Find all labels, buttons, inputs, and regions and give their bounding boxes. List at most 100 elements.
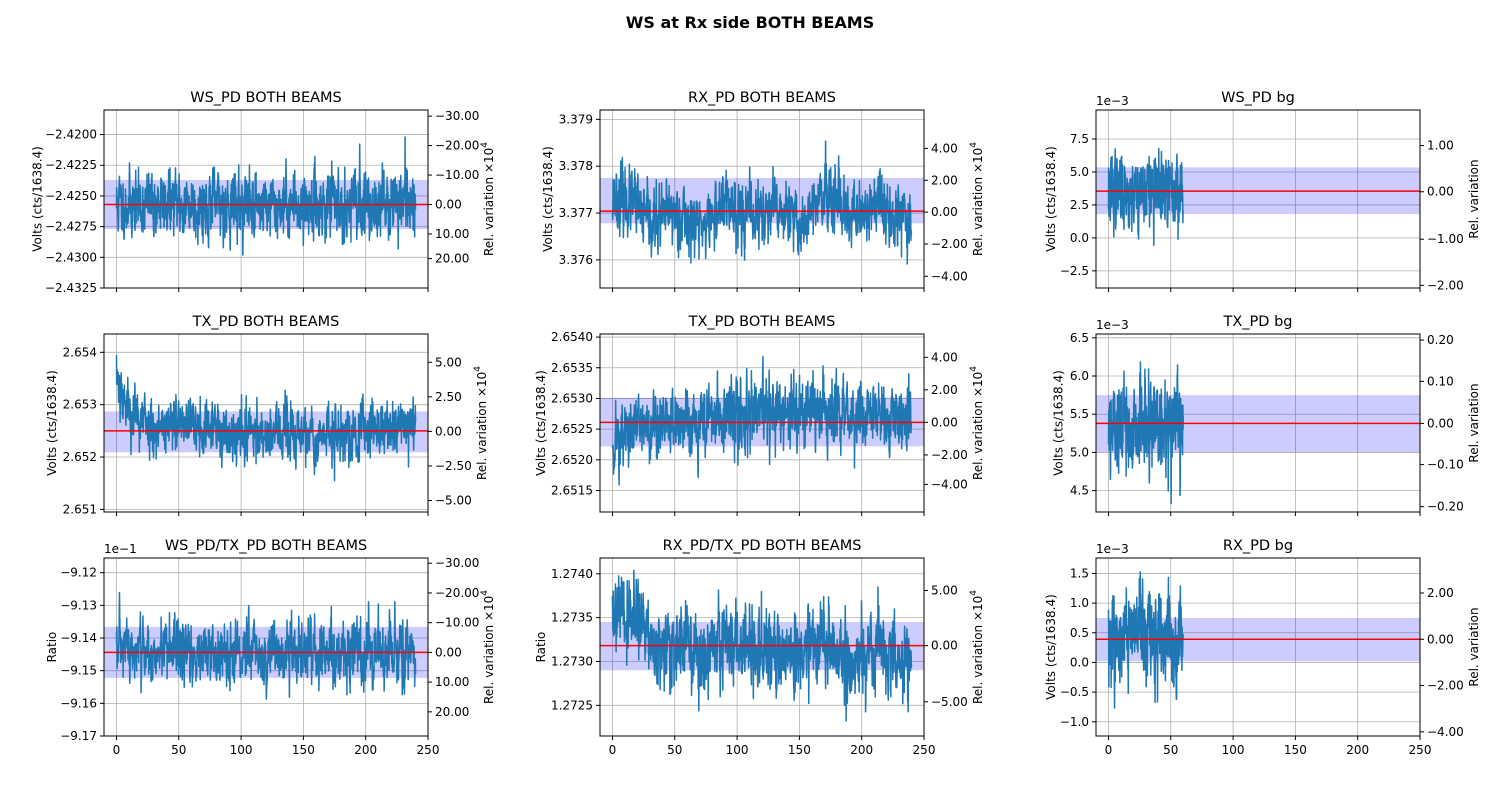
- signal-trace: [611, 140, 913, 265]
- x-tick-label: 50: [667, 743, 682, 757]
- plot-frame: [599, 109, 925, 289]
- y2-tick-label: 0.10: [1427, 374, 1454, 388]
- y-tick-label: 6.0: [1070, 369, 1089, 383]
- y2-tick-label: 5.00: [435, 355, 462, 369]
- signal-trace: [1107, 361, 1184, 505]
- y-tick-label: 5.0: [1070, 165, 1089, 179]
- y-tick-label: 1.2725: [551, 698, 593, 712]
- y-tick-label: 1.2730: [551, 654, 593, 668]
- subplot-7: 0 50 100 150 200 250 −9.17 −9.16 −9.15 −9.14 −9.13…: [45, 538, 496, 757]
- x-tick-label: 250: [1409, 743, 1432, 757]
- y2-tick-label: 0.20: [1427, 333, 1454, 347]
- subplot-3: −2.5 0.0 2.5 5.0 7.5 −2.00 −1.00 0.00 1.00 WS_PD …: [1044, 90, 1481, 292]
- subplot-1: −2.4325 −2.4300 −2.4275 −2.4250 −2.4225 −2.42…: [31, 90, 497, 295]
- y-axis-label: Volts (cts/1638.4): [541, 146, 555, 252]
- subplot-title: RX_PD/TX_PD BOTH BEAMS: [663, 538, 862, 554]
- y2-tick-label: 0.00: [1427, 632, 1454, 646]
- y2-tick-label: −5.00: [931, 695, 968, 709]
- y-tick-label: −2.4275: [45, 220, 97, 234]
- axis-scale-label: 1e−3: [1096, 542, 1129, 556]
- y-tick-label: 2.6520: [551, 453, 593, 467]
- y-tick-label: 2.6530: [551, 391, 593, 405]
- x-tick-label: 250: [417, 743, 440, 757]
- y2-axis-label-exponent: 4: [473, 366, 483, 372]
- subplot-4: 2.651 2.652 2.653 2.654 −5.00 −2.50 0.00 2.50 5.…: [45, 314, 489, 516]
- y2-tick-label: 10.00: [435, 675, 469, 689]
- y-tick-label: 6.5: [1070, 331, 1089, 345]
- x-tick-label: 150: [788, 743, 811, 757]
- y2-tick-label: −2.00: [1427, 679, 1464, 693]
- y-tick-label: −2.4325: [45, 281, 97, 295]
- signal-trace: [115, 136, 417, 256]
- y-axis-label: Ratio: [45, 632, 59, 663]
- y-tick-label: −2.4200: [45, 128, 97, 142]
- signal-trace: [611, 355, 913, 486]
- y2-tick-label: 0.00: [435, 645, 462, 659]
- x-tick-label: 200: [354, 743, 377, 757]
- y2-axis-label: Rel. variation: [1467, 159, 1481, 238]
- figure-title: WS at Rx side BOTH BEAMS: [625, 13, 875, 32]
- y-tick-label: 2.652: [63, 450, 97, 464]
- plot-frame: [1095, 557, 1421, 737]
- y-tick-label: 5.0: [1070, 445, 1089, 459]
- y-tick-label: 3.378: [559, 159, 593, 173]
- y-tick-label: 0.0: [1070, 655, 1089, 669]
- y-tick-label: 4.5: [1070, 484, 1089, 498]
- subplot-5: 2.6515 2.6520 2.6525 2.6530 2.6535 2.6540 −4.0…: [534, 314, 985, 516]
- y-tick-label: −9.16: [60, 696, 97, 710]
- signal-trace: [115, 591, 417, 700]
- subplot-title: TX_PD BOTH BEAMS: [688, 314, 836, 330]
- plot-frame: [599, 333, 925, 513]
- y2-tick-label: −2.00: [931, 448, 968, 462]
- y-tick-label: 1.2740: [551, 567, 593, 581]
- subplot-title: RX_PD BOTH BEAMS: [688, 90, 836, 106]
- y-tick-label: 0.5: [1070, 626, 1089, 640]
- y-axis-label: Volts (cts/1638.4): [45, 370, 59, 476]
- y2-axis-label: Rel. variation ×104: [473, 366, 489, 480]
- y2-tick-label: 2.00: [931, 173, 958, 187]
- y-tick-label: 1.5: [1070, 566, 1089, 580]
- y-tick-label: 3.377: [559, 206, 593, 220]
- y2-tick-label: 2.50: [435, 390, 462, 404]
- y-tick-label: −9.12: [60, 566, 97, 580]
- y2-tick-label: −4.00: [1427, 725, 1464, 739]
- y2-tick-label: 5.00: [931, 583, 958, 597]
- y2-tick-label: 0.00: [931, 205, 958, 219]
- plot-frame: [103, 333, 429, 513]
- y2-tick-label: 2.00: [1427, 586, 1454, 600]
- y-axis-label: Volts (cts/1638.4): [31, 146, 45, 252]
- y2-tick-label: 0.00: [931, 639, 958, 653]
- y2-axis-label-exponent: 4: [480, 142, 490, 148]
- y-axis-label: Volts (cts/1638.4): [1044, 594, 1058, 700]
- y-tick-label: −1.0: [1060, 715, 1089, 729]
- subplot-8: 0 50 100 150 200 250 1.2725 1.2730 1.2735 1.2740 −…: [534, 538, 985, 757]
- x-tick-label: 200: [850, 743, 873, 757]
- y-tick-label: 2.6540: [551, 330, 593, 344]
- y-tick-label: 5.5: [1070, 407, 1089, 421]
- y2-tick-label: −4.00: [931, 477, 968, 491]
- y2-tick-label: 0.00: [1427, 185, 1454, 199]
- y2-tick-label: −2.50: [435, 459, 472, 473]
- y-axis-label: Volts (cts/1638.4): [1044, 146, 1058, 252]
- y-tick-label: −9.14: [60, 631, 97, 645]
- y2-tick-label: 10.00: [435, 227, 469, 241]
- y2-tick-label: −2.00: [1427, 278, 1464, 292]
- subplot-title: WS_PD/TX_PD BOTH BEAMS: [165, 538, 367, 554]
- y2-tick-label: −20.00: [435, 586, 479, 600]
- subplot-title: TX_PD bg: [1223, 314, 1293, 330]
- y-tick-label: 2.651: [63, 502, 97, 516]
- y2-axis-label: Rel. variation ×104: [969, 142, 985, 256]
- y2-axis-label-exponent: 4: [969, 366, 979, 372]
- y2-tick-label: 4.00: [931, 350, 958, 364]
- x-tick-label: 50: [171, 743, 186, 757]
- x-tick-label: 100: [1222, 743, 1245, 757]
- y-tick-label: 2.6515: [551, 484, 593, 498]
- y-tick-label: −9.15: [60, 664, 97, 678]
- y-tick-label: 1.2735: [551, 611, 593, 625]
- x-tick-label: 0: [1105, 743, 1113, 757]
- y2-tick-label: 20.00: [435, 252, 469, 266]
- subplot-title: WS_PD bg: [1221, 90, 1295, 106]
- y2-tick-label: −1.00: [1427, 232, 1464, 246]
- y-tick-label: 2.5: [1070, 198, 1089, 212]
- x-tick-label: 250: [913, 743, 936, 757]
